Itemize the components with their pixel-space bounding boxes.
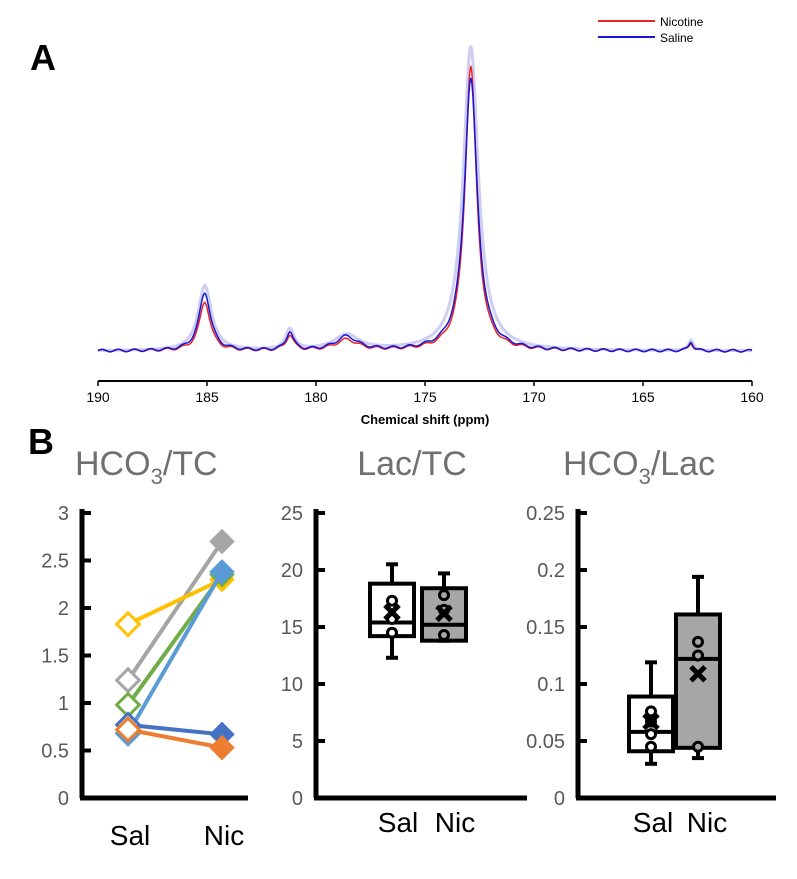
hco3-tc-y-tick-label: 2	[58, 598, 69, 620]
hco3-lac-y-tick-label: 0	[554, 788, 565, 810]
hco3-tc-point-nic	[209, 734, 235, 761]
lac-tc-category-label: Nic	[435, 807, 475, 838]
spectrum-x-tick-label: 190	[86, 389, 110, 405]
hco3-tc-y-tick-label: 1	[58, 693, 69, 715]
spectrum-x-tick-label: 175	[413, 389, 437, 405]
hco3-tc-point-sal	[114, 610, 142, 638]
hco3-tc-category-label: Nic	[204, 820, 244, 851]
hco3-lac-data-point	[645, 740, 657, 753]
hco3-tc-point-sal	[114, 716, 142, 744]
hco3-tc-series-line	[127, 722, 223, 737]
hco3-tc-y-tick-label: 1.5	[41, 646, 69, 668]
lac-tc-mean-marker	[435, 604, 453, 623]
spectrum-chart: 190 185 180 175 170 165 160 Chemical shift (pp…	[86, 15, 764, 427]
spectrum-x-tick-label: 165	[631, 389, 655, 405]
hco3-lac-y-tick-label: 0.2	[537, 560, 565, 582]
hco3-lac-box-nic	[674, 612, 722, 750]
spectrum-line-nicotine	[97, 65, 753, 353]
lac-tc-y-tick-label: 0	[292, 788, 303, 810]
lac-tc-data-point	[438, 589, 450, 602]
spectrum-x-tick-label: 185	[195, 389, 219, 405]
lac-tc-y-tick-label: 10	[281, 674, 303, 696]
hco3-tc-y-tick-label: 0	[58, 788, 69, 810]
hco3-lac-category-label: Sal	[633, 807, 673, 838]
panel-a-label: A	[30, 37, 56, 78]
hco3-tc-y-tick-label: 0.5	[41, 741, 69, 763]
lac-tc-data-point	[386, 626, 398, 639]
hco3-tc-series-line	[127, 577, 223, 626]
lac-tc-y-tick-label: 5	[292, 731, 303, 753]
hco3-lac-chart: HCO3/Lac 0 0.05 0.1 0.15 0.2 0.25 Sal Nic	[526, 445, 776, 838]
lac-tc-y-tick-label: 15	[281, 617, 303, 639]
hco3-tc-y-tick-label: 3	[58, 503, 69, 525]
hco3-tc-title-tail: /TC	[163, 445, 218, 483]
spectrum-x-tick-label: 160	[740, 389, 764, 405]
spectrum-curves	[97, 45, 753, 353]
hco3-lac-title-sub: 3	[639, 464, 651, 489]
hco3-tc-title-main: HCO	[75, 445, 151, 483]
hco3-lac-title-tail: /Lac	[651, 445, 715, 483]
hco3-lac-title: HCO3/Lac	[563, 445, 715, 489]
lac-tc-mean-marker	[383, 603, 401, 621]
hco3-lac-mean-marker	[642, 712, 660, 731]
hco3-lac-category-label: Nic	[687, 807, 727, 838]
legend-label-nicotine: Nicotine	[660, 15, 704, 29]
lac-tc-y-tick-label: 20	[281, 560, 303, 582]
lac-tc-category-label: Sal	[378, 807, 418, 838]
hco3-tc-category-label: Sal	[110, 820, 150, 851]
hco3-tc-point-nic	[209, 559, 235, 585]
lac-tc-chart: Lac/TC 0 5 10 15 20 25 Sal Nic	[281, 445, 527, 838]
hco3-tc-point-sal	[114, 666, 142, 694]
hco3-lac-data-point	[692, 740, 704, 753]
spectrum-x-tick-label: 180	[304, 389, 328, 405]
panel-b-label: B	[28, 421, 54, 462]
hco3-lac-y-tick-label: 0.25	[526, 503, 565, 525]
hco3-tc-y-tick-label: 2.5	[41, 551, 69, 573]
hco3-lac-data-point	[645, 728, 657, 741]
lac-tc-title: Lac/TC	[357, 445, 467, 483]
hco3-lac-data-point	[645, 705, 657, 718]
hco3-lac-title-main: HCO	[563, 445, 639, 483]
hco3-tc-title-sub: 3	[151, 464, 163, 489]
hco3-tc-series-line	[126, 570, 224, 735]
spectrum-band-saline	[97, 45, 752, 353]
spectrum-legend: Nicotine Saline	[598, 15, 704, 45]
hco3-lac-data-point	[692, 635, 704, 648]
hco3-lac-y-tick-label: 0.05	[526, 731, 565, 753]
hco3-lac-data-point	[692, 649, 704, 662]
hco3-tc-point-nic	[209, 528, 235, 555]
hco3-tc-title: HCO3/TC	[75, 445, 218, 489]
spectrum-x-ticks: 190 185 180 175 170 165 160	[86, 381, 764, 405]
spectrum-line-saline	[97, 77, 753, 353]
lac-tc-y-tick-label: 25	[281, 503, 303, 525]
lac-tc-data-point	[438, 628, 450, 641]
hco3-tc-series-line	[126, 540, 224, 682]
hco3-lac-y-tick-label: 0.15	[526, 617, 565, 639]
hco3-tc-series-line	[127, 727, 223, 750]
spectrum-x-tick-label: 170	[522, 389, 546, 405]
lac-tc-data-point	[386, 594, 398, 607]
spectrum-x-axis-label: Chemical shift (ppm)	[361, 412, 490, 427]
hco3-lac-y-tick-label: 0.1	[537, 674, 565, 696]
legend-label-saline: Saline	[660, 31, 694, 45]
hco3-tc-point-sal	[114, 691, 142, 719]
hco3-lac-mean-marker	[689, 664, 707, 683]
hco3-tc-point-nic	[209, 721, 235, 748]
